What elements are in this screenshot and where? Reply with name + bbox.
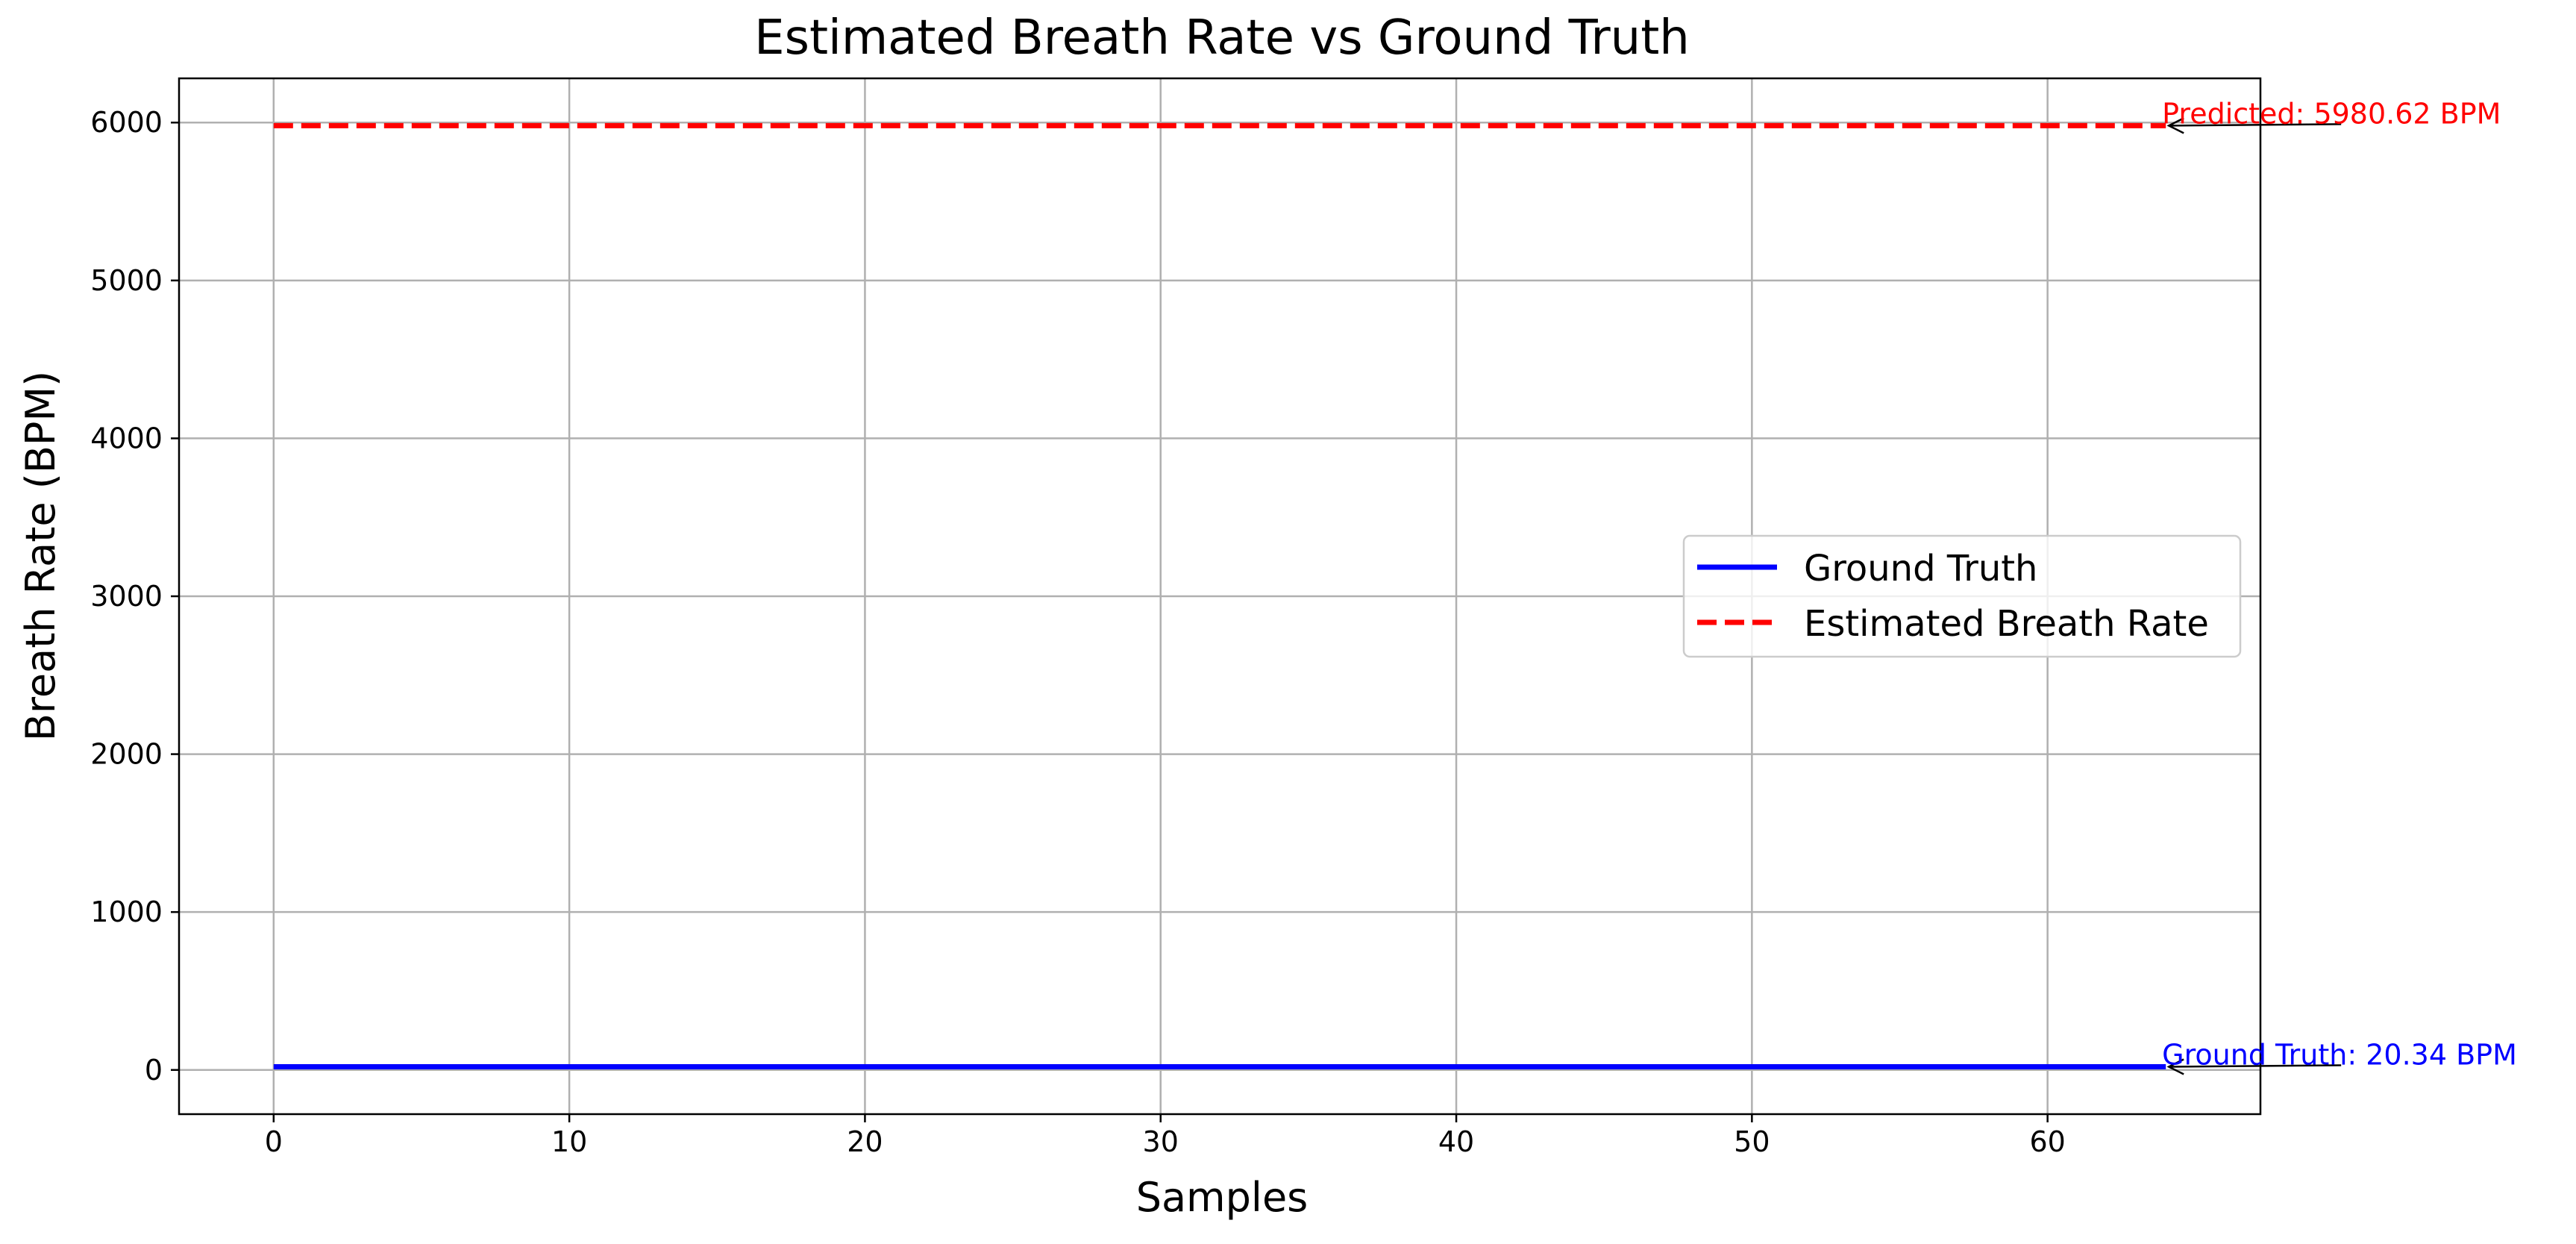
annotation-arrow-shaft	[2170, 123, 2342, 127]
annotation-label: Ground Truth: 20.34 BPM	[2162, 1038, 2517, 1071]
legend-label-estimated-breath-rate: Estimated Breath Rate	[1804, 603, 2209, 645]
annotation-arrow-head	[2166, 117, 2184, 134]
legend-box	[1682, 534, 2242, 658]
annotation-arrow-shaft	[2170, 1064, 2342, 1068]
annotation-label: Predicted: 5980.62 BPM	[2162, 97, 2501, 130]
x-tick-label: 40	[1438, 1125, 1474, 1158]
x-tick-label: 60	[2029, 1125, 2065, 1158]
y-tick-label: 0	[145, 1054, 163, 1087]
chart-title: Estimated Breath Rate vs Ground Truth	[754, 10, 1690, 66]
legend: Ground Truth Estimated Breath Rate	[1682, 534, 2242, 658]
y-tick-label: 6000	[90, 106, 163, 139]
y-tick-label: 3000	[90, 580, 163, 613]
y-tick-label: 1000	[90, 896, 163, 928]
annotation-arrow-head	[2166, 1058, 2184, 1075]
annotation-layer: Predicted: 5980.62 BPM Ground Truth: 20.3…	[2162, 97, 2517, 1075]
ticks: 0 10 20 30 40 50 60 0 1000 2000 3000 4000 5000 6000	[90, 106, 2066, 1158]
y-tick-label: 5000	[90, 264, 163, 297]
x-tick-label: 50	[1734, 1125, 1770, 1158]
y-tick-label: 4000	[90, 422, 163, 454]
x-tick-label: 20	[847, 1125, 883, 1158]
y-axis-label: Breath Rate (BPM)	[17, 371, 64, 741]
series-layer	[273, 122, 2166, 1069]
y-tick-label: 2000	[90, 738, 163, 771]
x-axis-label: Samples	[1136, 1174, 1309, 1221]
x-tick-label: 30	[1143, 1125, 1179, 1158]
x-tick-label: 0	[265, 1125, 283, 1158]
legend-label-ground-truth: Ground Truth	[1804, 548, 2037, 590]
x-tick-label: 10	[551, 1125, 587, 1158]
